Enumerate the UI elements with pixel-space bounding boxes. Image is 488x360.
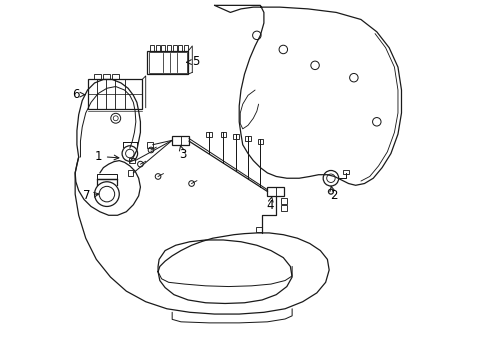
Bar [97, 174, 116, 179]
Bar [220, 132, 225, 137]
Bar [150, 45, 154, 51]
Bar [129, 158, 135, 163]
Bar [161, 45, 165, 51]
Text: 2: 2 [329, 186, 336, 202]
Bar [281, 206, 286, 211]
Bar [206, 132, 212, 137]
Bar [244, 136, 250, 141]
Bar [127, 170, 133, 176]
Bar [147, 51, 188, 74]
Bar [93, 74, 101, 80]
Bar [281, 198, 286, 204]
Bar [257, 139, 263, 144]
Bar [148, 52, 186, 73]
Bar [183, 45, 188, 51]
Text: 1: 1 [94, 150, 119, 163]
Bar [172, 45, 176, 51]
Bar [87, 80, 142, 109]
Bar [342, 170, 348, 174]
Bar [155, 45, 160, 51]
Bar [166, 45, 171, 51]
Bar [232, 134, 238, 139]
Bar [102, 74, 109, 80]
Bar [267, 187, 284, 196]
Bar [256, 226, 262, 232]
Text: 5: 5 [186, 55, 200, 68]
Text: 6: 6 [72, 88, 85, 101]
Bar [112, 74, 119, 80]
Bar [172, 136, 189, 145]
Text: 4: 4 [265, 197, 273, 212]
Bar [178, 45, 182, 51]
Bar [147, 142, 152, 148]
Text: 7: 7 [82, 189, 99, 202]
Text: 3: 3 [179, 145, 186, 161]
